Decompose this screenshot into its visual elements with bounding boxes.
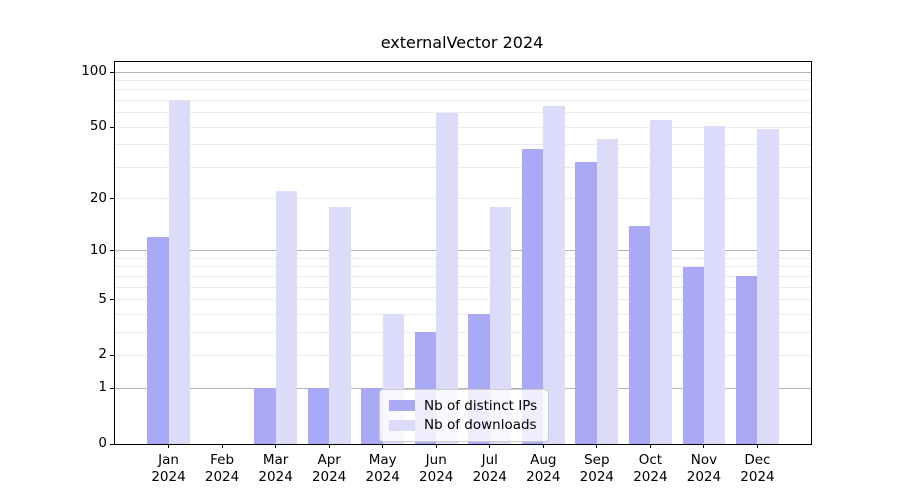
y-gridline-minor <box>115 299 811 301</box>
bar-downloads <box>596 138 619 444</box>
bar-downloads <box>168 100 190 444</box>
y-tick-label: 2 <box>98 346 107 363</box>
y-tick-label: 20 <box>89 189 107 206</box>
x-tick-label: Mar 2024 <box>258 452 293 485</box>
y-gridline-minor <box>115 354 811 356</box>
legend-label: Nb of distinct IPs <box>424 397 538 414</box>
bar-distinct-ips <box>628 225 651 444</box>
x-tick-label: May 2024 <box>365 452 400 485</box>
legend-swatch-downloads <box>389 419 415 431</box>
bar-downloads <box>436 112 458 444</box>
bar-distinct-ips <box>575 162 597 444</box>
x-tick-label: Nov 2024 <box>686 452 722 485</box>
bar-downloads <box>543 106 565 444</box>
x-tick-mark <box>328 444 330 448</box>
x-tick-label: Dec 2024 <box>740 452 775 485</box>
y-tick-label: 10 <box>89 241 107 258</box>
x-tick-label: Oct 2024 <box>633 452 668 485</box>
y-gridline-minor <box>115 198 811 200</box>
y-gridline-minor <box>115 331 811 333</box>
y-gridline-minor <box>115 313 811 315</box>
y-gridline-minor <box>115 286 811 288</box>
y-gridline-minor <box>115 89 811 91</box>
x-tick-label: Feb 2024 <box>204 452 240 485</box>
x-tick-mark <box>489 444 491 448</box>
y-tick-mark <box>110 198 114 200</box>
x-tick-label: Jun 2024 <box>419 452 454 485</box>
y-gridline-major <box>115 387 811 389</box>
bar-downloads <box>650 119 672 444</box>
y-gridline-major <box>115 250 811 252</box>
bar-distinct-ips <box>682 266 704 444</box>
x-tick-label: Jul 2024 <box>472 452 507 485</box>
y-gridline-minor <box>115 166 811 168</box>
legend-label: Nb of downloads <box>424 417 537 434</box>
x-tick-label: Apr 2024 <box>311 452 347 485</box>
bar-distinct-ips <box>307 388 330 444</box>
y-tick-mark <box>110 299 114 301</box>
y-gridline-minor <box>115 266 811 268</box>
y-gridline-minor <box>115 99 811 101</box>
legend-swatch-distinct-ips <box>389 400 415 412</box>
x-tick-label: Sep 2024 <box>579 452 615 485</box>
y-tick-mark <box>110 443 114 445</box>
x-tick-mark <box>542 444 544 448</box>
y-tick-label: 5 <box>98 290 107 307</box>
x-tick-label: Jan 2024 <box>151 452 186 485</box>
bar-downloads <box>757 128 779 444</box>
chart-title: externalVector 2024 <box>380 33 544 52</box>
y-tick-label: 100 <box>81 63 107 79</box>
bar-distinct-ips <box>521 148 544 444</box>
x-tick-mark <box>649 444 651 448</box>
y-gridline-minor <box>115 112 811 114</box>
x-tick-mark <box>756 444 758 448</box>
y-gridline-minor <box>115 126 811 128</box>
y-gridline-major <box>115 71 811 73</box>
y-tick-mark <box>110 71 114 73</box>
y-gridline-minor <box>115 144 811 146</box>
y-gridline-minor <box>115 79 811 81</box>
bar-downloads <box>329 206 351 444</box>
legend: Nb of distinct IPs Nb of downloads <box>379 389 549 442</box>
y-tick-label: 50 <box>89 118 107 135</box>
bar-downloads <box>489 206 512 444</box>
bar-downloads <box>703 125 726 444</box>
legend-item: Nb of downloads <box>389 417 539 433</box>
y-tick-mark <box>110 126 114 128</box>
y-tick-label: 1 <box>98 379 107 396</box>
x-tick-mark <box>382 444 384 448</box>
y-tick-label: 0 <box>98 435 107 451</box>
y-tick-mark <box>110 387 114 389</box>
bar-distinct-ips <box>147 237 169 444</box>
x-tick-mark <box>703 444 705 448</box>
x-tick-mark <box>221 444 223 448</box>
y-tick-mark <box>110 354 114 356</box>
plot-area: 0 1 2 5 10 20 50 100 Jan 2024 Feb 2024 Mar 2024 Apr… <box>81 61 812 485</box>
bar-distinct-ips <box>361 388 383 444</box>
x-tick-label: Aug 2024 <box>526 452 561 485</box>
x-tick-mark <box>168 444 170 448</box>
x-tick-mark <box>596 444 598 448</box>
y-tick-mark <box>110 250 114 252</box>
x-tick-mark <box>435 444 437 448</box>
bar-distinct-ips <box>254 388 276 444</box>
y-gridline-minor <box>115 275 811 277</box>
x-tick-mark <box>275 444 277 448</box>
bar-distinct-ips <box>736 276 758 444</box>
y-gridline-minor <box>115 257 811 259</box>
legend-item: Nb of distinct IPs <box>389 398 539 414</box>
bar-downloads <box>275 191 297 444</box>
